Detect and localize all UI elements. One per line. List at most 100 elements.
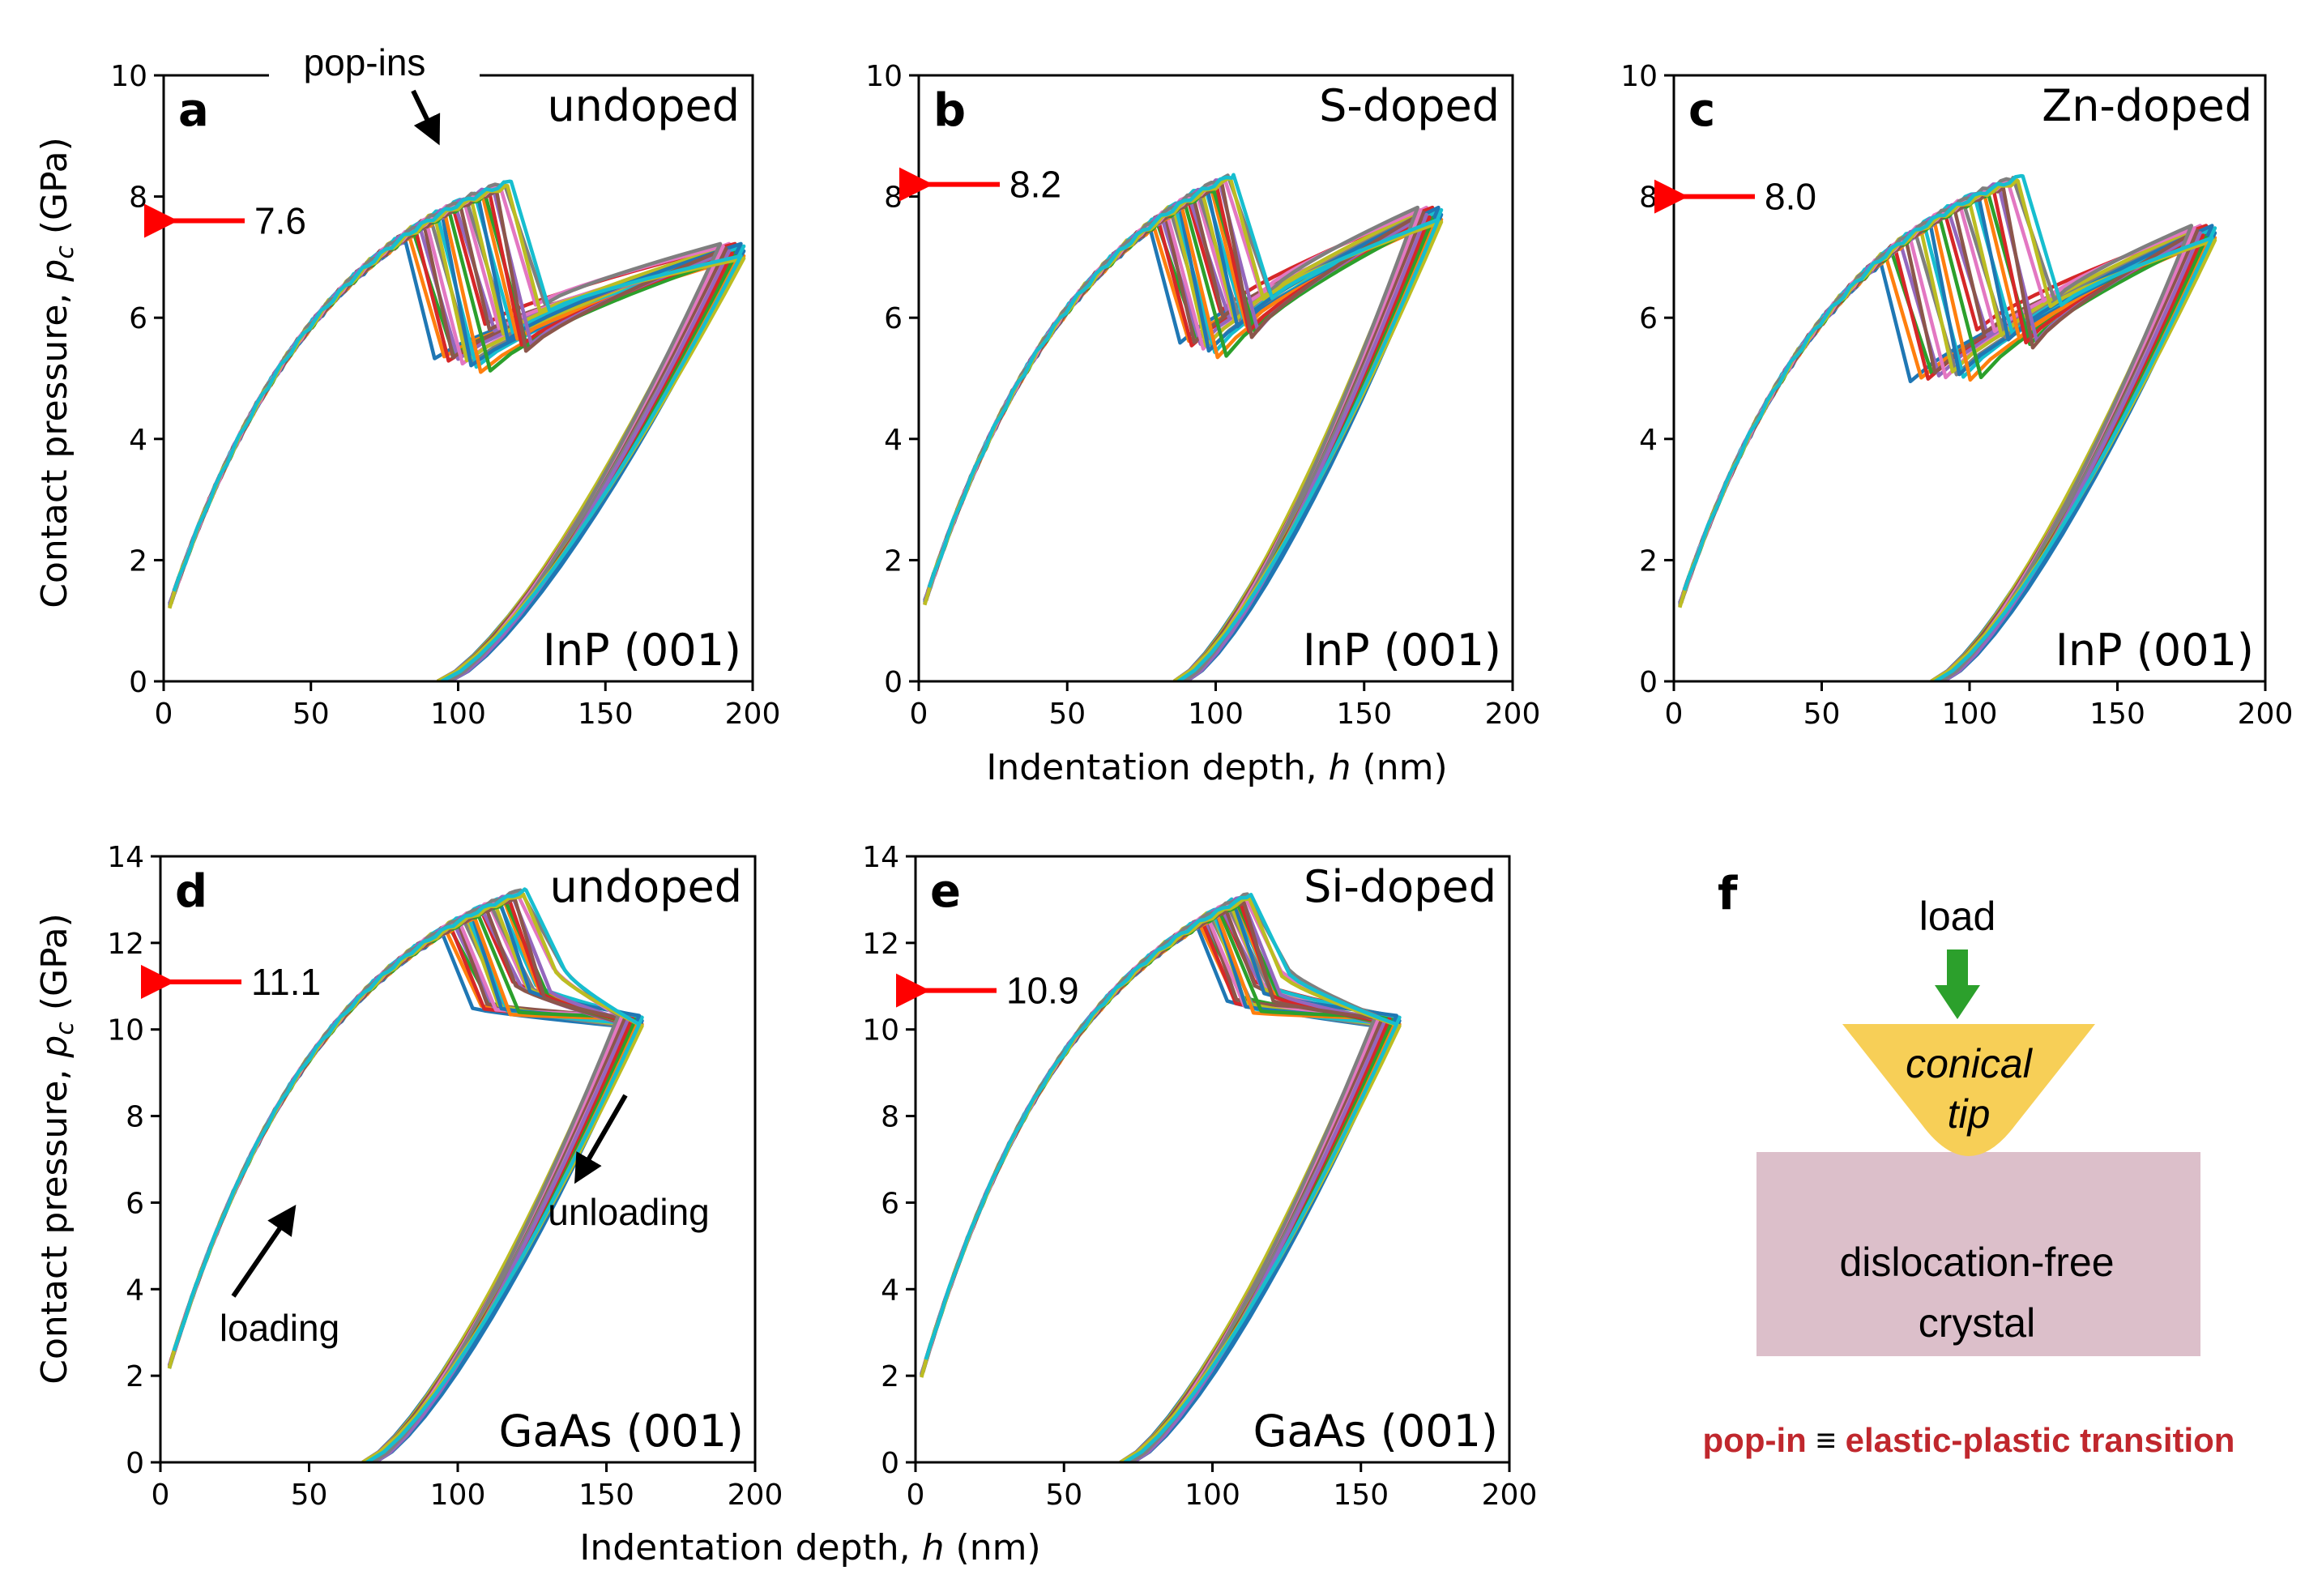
series-curve-c-2: [1682, 236, 2217, 681]
curves-a: [168, 179, 746, 681]
series-curve-a-1: [168, 238, 723, 681]
x-tick-label-c-0: 0: [1665, 698, 1684, 731]
x-tick-label-e-50: 50: [1045, 1479, 1082, 1512]
y-tick-label-c-2: 2: [1639, 544, 1658, 578]
panel-e: 0 50 100 150 200 0 2 4 6 8 10 12 14 e Si-doped GaAs (00…: [862, 841, 1537, 1512]
x-tick-label-e-200: 200: [1482, 1479, 1538, 1512]
series-curve-d-30: [172, 887, 642, 1462]
x-tick-label-a-200: 200: [725, 698, 781, 731]
x-tick-label-a-0: 0: [155, 698, 173, 731]
panel-a: 0 50 100 150 200 0 2 4 6 8 10 a undoped InP (001) 7.6: [110, 60, 780, 731]
y-tick-label-d-2: 2: [126, 1360, 144, 1393]
y-tick-label-e-10: 10: [862, 1014, 899, 1048]
x-tick-label-d-150: 150: [578, 1479, 634, 1512]
x-tick-label-b-0: 0: [910, 698, 928, 731]
y-tick-label-b-8: 8: [884, 181, 903, 215]
x-tick-label-c-150: 150: [2089, 698, 2145, 731]
y-tick-label-d-6: 6: [126, 1187, 144, 1220]
conical-tip: [1842, 1024, 2095, 1156]
panel-letter-d: d: [175, 865, 207, 918]
ylabel-top: Contact pressure, pc (GPa): [34, 137, 79, 608]
y-tick-label-c-10: 10: [1620, 60, 1658, 93]
y-tick-label-c-4: 4: [1639, 424, 1658, 457]
doping-label-d: undoped: [549, 861, 742, 912]
crystal-label-line1: dislocation-free: [1839, 1240, 2114, 1285]
material-label-e: GaAs (001): [1253, 1406, 1498, 1457]
tip-label-line2: tip: [1948, 1091, 1991, 1137]
series-curve-b-30: [927, 173, 1441, 681]
x-tick-label-d-100: 100: [430, 1479, 486, 1512]
x-tick-label-a-100: 100: [430, 698, 486, 731]
y-tick-label-c-6: 6: [1639, 302, 1658, 335]
critical-pressure-label-b: 8.2: [1009, 164, 1061, 206]
y-tick-label-c-0: 0: [1639, 666, 1658, 699]
panel-letter-b: b: [933, 84, 966, 137]
material-label-c: InP (001): [2055, 625, 2254, 676]
doping-label-a: undoped: [547, 80, 740, 131]
x-tick-label-c-50: 50: [1803, 698, 1841, 731]
y-tick-label-d-0: 0: [126, 1447, 144, 1480]
panel-letter-e: e: [930, 865, 961, 918]
panel-letter-a: a: [178, 84, 209, 137]
y-tick-label-e-12: 12: [862, 928, 899, 961]
crystal-block: [1756, 1152, 2200, 1356]
series-curve-c-8: [1680, 229, 2200, 681]
panel-f-schematic: f load conical tip dislocation-free crys…: [1703, 868, 2235, 1459]
x-tick-label-b-50: 50: [1048, 698, 1086, 731]
series-curve-c-12: [1679, 221, 2214, 681]
y-tick-label-a-6: 6: [129, 302, 147, 335]
crystal-label-line2: crystal: [1919, 1300, 2035, 1346]
y-tick-label-d-8: 8: [126, 1101, 144, 1134]
curves-b: [923, 173, 1444, 681]
y-tick-label-e-2: 2: [881, 1360, 899, 1393]
series-curve-b-1: [923, 220, 1419, 681]
curves-c: [1678, 173, 2217, 681]
y-tick-label-d-14: 14: [107, 841, 144, 874]
material-label-d: GaAs (001): [499, 1406, 744, 1457]
load-arrow: [1935, 949, 1980, 1019]
y-tick-label-c-8: 8: [1639, 181, 1658, 215]
xlabel-bottom: Indentation depth, h (nm): [579, 1527, 1040, 1568]
y-tick-label-d-10: 10: [107, 1014, 144, 1048]
curves-e: [920, 892, 1402, 1462]
loading-arrow: [231, 1205, 297, 1298]
pop-ins-label-bg: [269, 45, 480, 87]
series-curve-c-30: [1682, 173, 2214, 681]
x-tick-label-d-0: 0: [152, 1479, 170, 1512]
series-curve-c-9: [1678, 223, 2196, 681]
y-tick-label-b-6: 6: [884, 302, 903, 335]
transition-caption: pop-in ≡ elastic-plastic transition: [1703, 1421, 2235, 1459]
ylabel-bottom: Contact pressure, pc (GPa): [34, 913, 79, 1385]
critical-pressure-label-c: 8.0: [1765, 176, 1816, 218]
y-tick-label-d-4: 4: [126, 1274, 144, 1307]
panel-c: 0 50 100 150 200 0 2 4 6 8 10 c Zn-doped InP (001) 8.0: [1620, 60, 2293, 731]
unloading-arrow: [574, 1094, 628, 1184]
critical-pressure-label-a: 7.6: [254, 200, 306, 242]
y-tick-label-d-12: 12: [107, 928, 144, 961]
material-label-a: InP (001): [543, 625, 741, 676]
critical-pressure-label-e: 10.9: [1006, 970, 1079, 1012]
pop-ins-label: pop-ins: [304, 41, 426, 83]
x-tick-label-a-150: 150: [578, 698, 634, 731]
panel-letter-c: c: [1688, 84, 1715, 137]
plot-frame-b: [917, 74, 1514, 683]
y-tick-label-b-2: 2: [884, 544, 903, 578]
panel-b: 0 50 100 150 200 0 2 4 6 8 10 b S-doped InP (001) 8.2: [865, 60, 1540, 731]
y-tick-label-e-0: 0: [881, 1447, 899, 1480]
series-curve-d-11: [170, 911, 644, 1462]
x-tick-label-b-200: 200: [1485, 698, 1541, 731]
series-curve-c-10: [1682, 225, 2194, 681]
y-tick-label-a-0: 0: [129, 666, 147, 699]
tip-label-line1: conical: [1906, 1041, 2034, 1086]
doping-label-c: Zn-doped: [2042, 80, 2252, 131]
series-curve-a-30: [172, 179, 743, 681]
y-tick-label-b-0: 0: [884, 666, 903, 699]
y-tick-label-e-4: 4: [881, 1274, 899, 1307]
material-label-b: InP (001): [1303, 625, 1501, 676]
xlabel-top: Indentation depth, h (nm): [986, 747, 1447, 788]
y-tick-label-a-4: 4: [129, 424, 147, 457]
y-tick-label-e-6: 6: [881, 1187, 899, 1220]
series-curve-b-6: [927, 207, 1432, 681]
series-curve-d-13: [167, 911, 638, 1462]
series-curve-c-13: [1678, 215, 2211, 681]
